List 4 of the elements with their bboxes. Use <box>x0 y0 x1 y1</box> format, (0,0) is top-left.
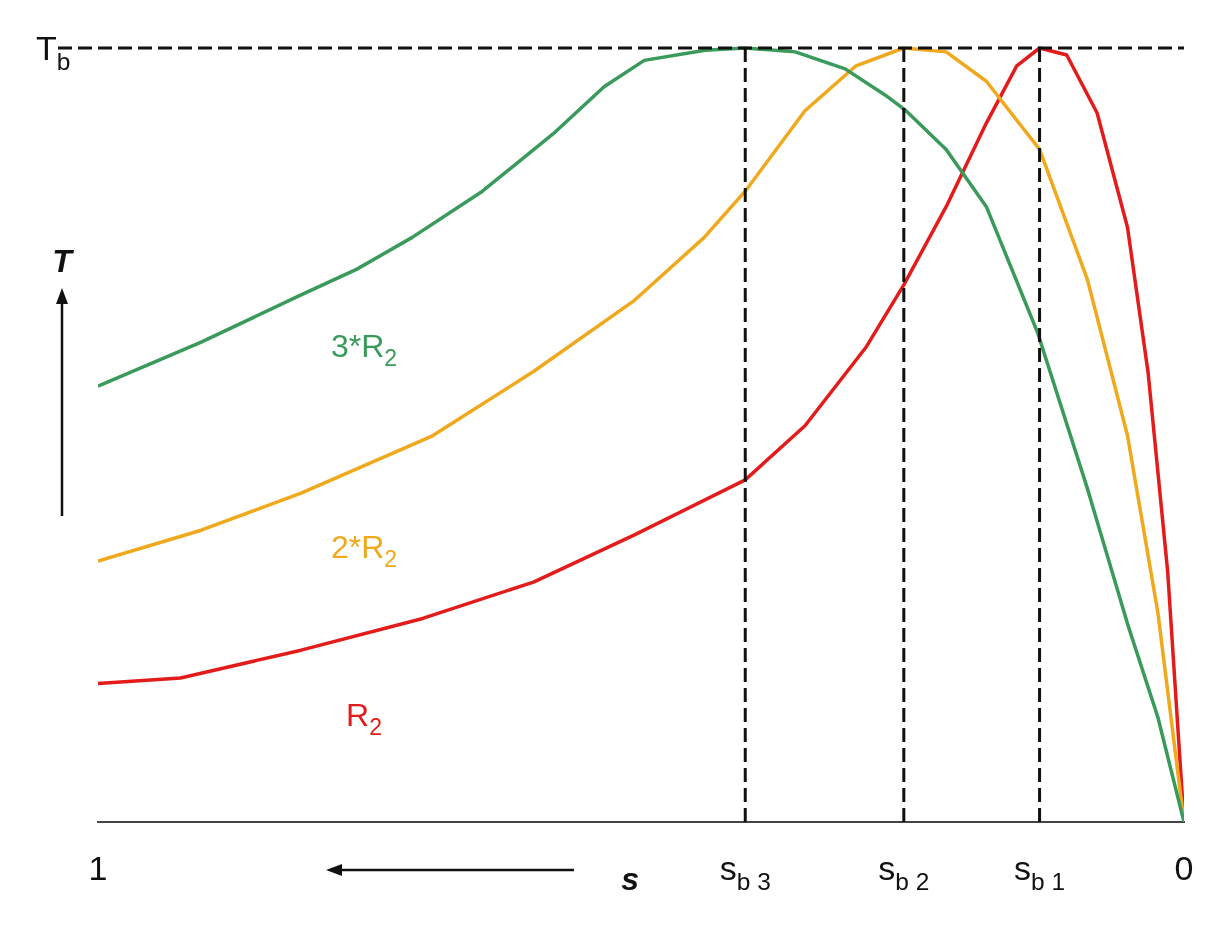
x-axis-title: s <box>621 861 640 897</box>
x-tick-label: 0 <box>1174 849 1194 887</box>
y-axis-title: T <box>52 243 75 280</box>
x-tick-label: 1 <box>88 849 108 887</box>
